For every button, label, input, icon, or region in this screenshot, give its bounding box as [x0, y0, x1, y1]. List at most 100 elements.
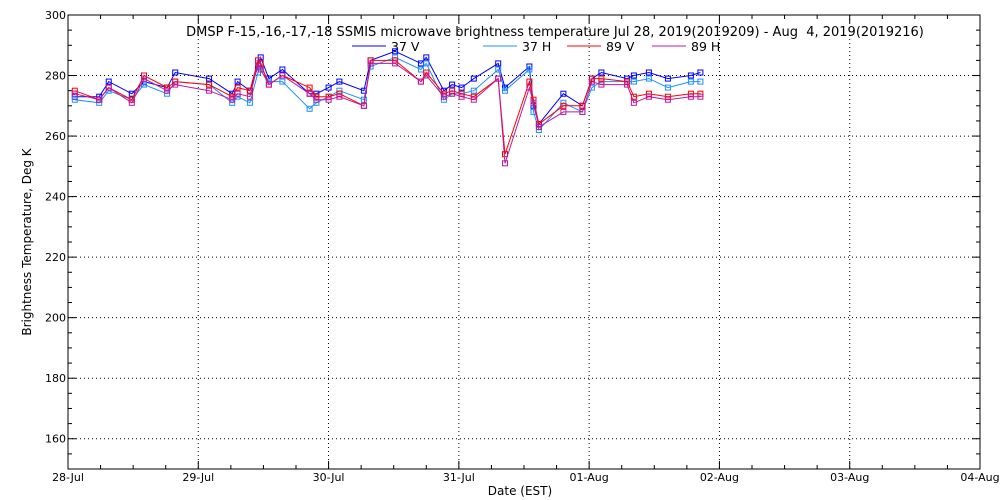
data-point-89-v: [306, 84, 313, 91]
legend-label-37-h: 37 H: [522, 39, 551, 54]
y-tick-label: 280: [45, 70, 66, 83]
data-point-89-h: [560, 108, 567, 115]
data-point-89-h: [495, 75, 502, 82]
data-point-89-h: [172, 81, 179, 88]
x-tick-label: 30-Jul: [313, 471, 345, 484]
data-point-89-h: [96, 96, 103, 103]
data-point-37-h: [697, 78, 704, 85]
data-point-89-v: [206, 81, 213, 88]
data-point-89-h: [535, 124, 542, 130]
x-tick-label: 02-Aug: [700, 471, 739, 484]
data-point-89-v: [141, 72, 147, 79]
y-tick-label: 220: [45, 251, 66, 264]
data-point-89-h: [141, 75, 147, 82]
data-point-89-h: [279, 72, 286, 79]
data-point-37-h: [470, 87, 477, 94]
plot-frame: [67, 14, 981, 470]
data-point-37-h: [630, 78, 637, 85]
data-point-89-h: [206, 87, 213, 94]
data-point-89-h: [360, 102, 367, 109]
data-point-89-h: [470, 96, 477, 103]
y-axis-ticks: 160 180 200 220 240 260 280 300: [45, 9, 980, 455]
data-point-89-h: [325, 96, 332, 103]
data-point-89-h: [440, 93, 447, 100]
data-point-37-h: [502, 87, 508, 94]
data-point-89-v: [598, 75, 605, 82]
y-tick-label: 240: [45, 191, 66, 204]
data-point-37-v: [449, 81, 456, 88]
legend: 37 V 37 H 89 V 89 H: [352, 39, 720, 54]
data-point-89-h: [630, 99, 637, 106]
data-point-37-v: [234, 78, 241, 85]
data-point-37-v: [470, 75, 477, 82]
data-point-37-h: [588, 84, 595, 91]
data-point-37-h: [687, 78, 694, 85]
data-point-89-h: [367, 60, 374, 67]
data-point-89-h: [128, 99, 135, 106]
y-tick-label: 200: [45, 312, 66, 325]
data-point-89-h: [255, 60, 261, 67]
data-point-89-h: [526, 84, 533, 91]
data-point-89-h: [687, 93, 694, 100]
data-point-37-v: [598, 69, 605, 76]
data-point-37-h: [645, 75, 652, 82]
x-tick-label: 01-Aug: [570, 471, 609, 484]
data-point-89-h: [246, 93, 253, 100]
data-point-89-h: [313, 96, 320, 103]
legend-label-37-v: 37 V: [391, 39, 420, 54]
y-axis-label: Brightness Temperature, Deg K: [20, 147, 34, 335]
x-tick-label: 29-Jul: [182, 471, 214, 484]
data-point-37-v: [423, 54, 430, 61]
x-tick-label: 28-Jul: [52, 471, 84, 484]
data-point-89-h: [664, 96, 671, 103]
data-point-37-v: [458, 84, 465, 91]
data-point-89-h: [306, 90, 313, 97]
y-tick-label: 180: [45, 372, 66, 385]
data-point-37-h: [279, 78, 286, 85]
series-89-h: [71, 60, 704, 167]
data-point-89-h: [530, 99, 537, 106]
data-point-37-v: [392, 48, 399, 55]
data-point-37-h: [306, 105, 313, 112]
data-point-37-h: [495, 66, 502, 73]
data-point-37-h: [526, 66, 533, 73]
y-tick-label: 260: [45, 130, 66, 143]
data-point-89-h: [579, 108, 586, 115]
data-point-89-h: [265, 81, 272, 88]
data-point-89-v: [526, 78, 533, 85]
data-point-89-h: [449, 90, 456, 97]
series-line-89-h: [74, 61, 701, 164]
series-group: [71, 48, 704, 167]
x-axis-ticks: 28-Jul 29-Jul 30-Jul 31-Jul 01-Aug 02-Aug 03-A…: [52, 15, 1000, 484]
data-point-89-h: [588, 78, 595, 85]
data-point-37-v: [560, 90, 567, 97]
data-point-37-h: [423, 60, 430, 67]
data-point-37-h: [96, 99, 103, 106]
data-point-89-h: [502, 160, 508, 167]
data-point-37-v: [325, 84, 332, 91]
data-point-89-v: [560, 102, 567, 109]
data-point-89-h: [598, 81, 605, 88]
x-axis-label: Date (EST): [488, 484, 552, 498]
y-tick-label: 300: [45, 9, 66, 22]
x-tick-label: 03-Aug: [830, 471, 869, 484]
data-point-89-h: [164, 87, 171, 94]
data-point-37-v: [630, 72, 637, 79]
data-point-89-h: [229, 96, 236, 103]
data-point-89-h: [336, 93, 343, 100]
data-point-37-h: [246, 99, 253, 106]
data-point-89-v: [579, 102, 586, 109]
data-point-89-h: [417, 78, 424, 85]
data-point-89-v: [246, 87, 253, 94]
data-point-89-h: [257, 66, 264, 73]
x-tick-label: 04-Aug: [960, 471, 999, 484]
grid: [68, 15, 980, 469]
x-tick-label: 31-Jul: [443, 471, 475, 484]
legend-label-89-v: 89 V: [606, 39, 635, 54]
data-point-89-h: [423, 72, 430, 79]
chart-title: DMSP F-15,-16,-17,-18 SSMIS microwave br…: [186, 25, 924, 40]
series-line-89-v: [74, 59, 701, 155]
data-point-89-h: [458, 93, 465, 100]
data-point-37-v: [105, 78, 112, 85]
